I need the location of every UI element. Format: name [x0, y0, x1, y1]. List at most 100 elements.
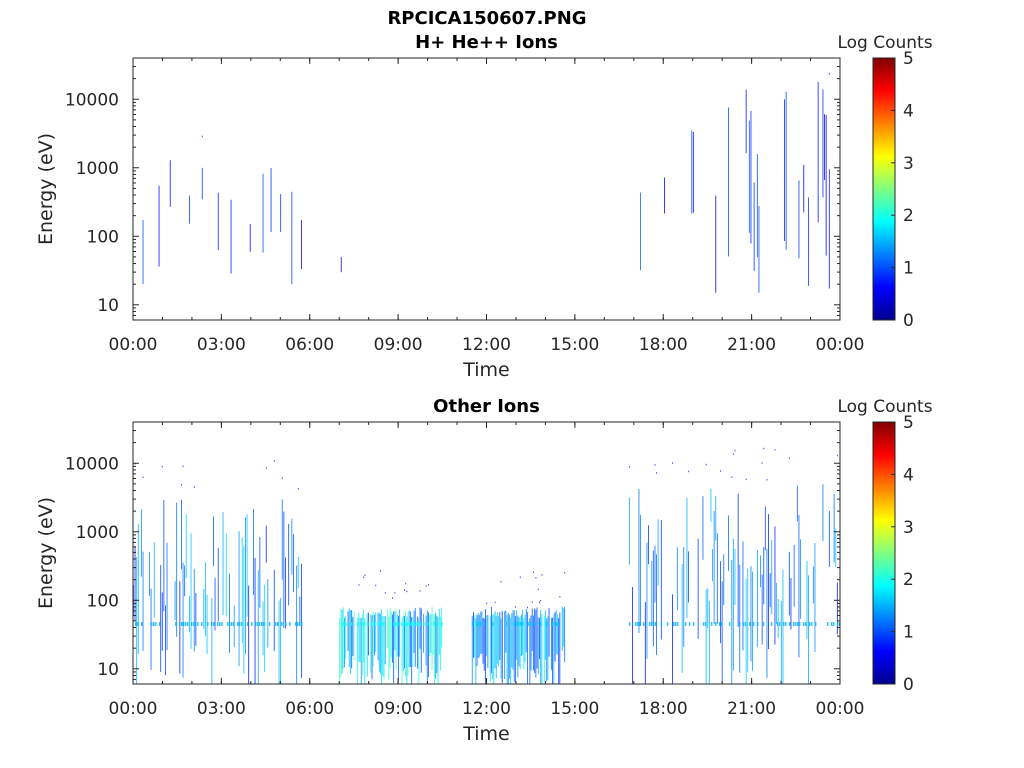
- heat-streak: [828, 169, 830, 289]
- heat-streak: [435, 612, 437, 679]
- heat-band-pixel: [676, 622, 679, 626]
- heat-streak: [497, 612, 498, 664]
- heat-streak: [181, 499, 182, 570]
- heat-band-pixel: [738, 622, 741, 626]
- heat-band-pixel: [269, 622, 271, 626]
- colorbar-tick-label: 1: [903, 623, 914, 643]
- heat-streak: [288, 523, 290, 606]
- heat-streak: [189, 195, 190, 224]
- heat-pixel: [364, 574, 366, 576]
- heat-pixel: [425, 585, 427, 587]
- heat-band-pixel: [650, 622, 653, 626]
- heat-streak: [350, 610, 351, 675]
- heat-streak: [521, 614, 522, 656]
- heat-streak: [817, 81, 819, 223]
- heat-streak: [351, 610, 353, 669]
- heat-streak: [394, 611, 396, 651]
- heat-streak: [652, 550, 654, 647]
- heat-streak: [527, 612, 528, 684]
- heat-band-pixel: [159, 622, 161, 626]
- heat-streak: [243, 546, 245, 674]
- heat-streak: [480, 611, 482, 654]
- colorbar-tick-label: 5: [903, 49, 914, 69]
- heat-streak: [493, 613, 495, 684]
- heat-band-pixel: [674, 622, 677, 626]
- heat-streak: [505, 610, 507, 653]
- heat-streak: [768, 514, 769, 649]
- heat-streak: [676, 547, 678, 611]
- heat-streak: [750, 111, 752, 244]
- heat-streak: [498, 615, 500, 666]
- heat-band-pixel: [239, 622, 241, 626]
- heat-band-pixel: [255, 622, 257, 626]
- heat-streak: [752, 571, 753, 671]
- heat-pixel: [405, 582, 407, 585]
- heat-streak: [371, 615, 373, 680]
- heat-streak: [401, 618, 403, 684]
- heat-streak: [501, 611, 503, 683]
- heat-pixel: [486, 602, 488, 604]
- heat-band-pixel: [752, 622, 755, 626]
- heat-pixel: [828, 73, 830, 75]
- heat-band-pixel: [395, 622, 397, 626]
- heat-band-pixel: [776, 622, 779, 626]
- heat-band-pixel: [692, 622, 695, 626]
- colorbar-label: Log Counts: [837, 397, 932, 417]
- heat-pixel: [392, 597, 393, 599]
- x-tick-label: 09:00: [374, 335, 423, 355]
- heat-band-pixel: [259, 622, 261, 626]
- heat-streak: [378, 613, 380, 672]
- heat-streak: [513, 610, 515, 683]
- heat-band-pixel: [672, 622, 675, 626]
- heat-streak: [441, 607, 443, 648]
- heat-streak: [359, 617, 361, 662]
- colorbar-tick-label: 4: [903, 101, 914, 121]
- heat-band-pixel: [289, 622, 291, 626]
- heat-band-pixel: [551, 622, 554, 626]
- heat-streak: [515, 616, 516, 683]
- heat-pixel: [564, 572, 566, 574]
- y-tick-label: 10: [97, 660, 119, 680]
- heat-band-pixel: [277, 622, 279, 626]
- heat-streak: [211, 597, 213, 684]
- heat-streak: [214, 577, 216, 631]
- heat-streak: [363, 609, 365, 663]
- heat-band-pixel: [539, 622, 542, 626]
- heat-streak: [203, 589, 205, 629]
- heat-band-pixel: [137, 622, 139, 626]
- heat-band-pixel: [241, 622, 243, 626]
- heat-band-pixel: [383, 622, 385, 626]
- heat-streak: [291, 191, 293, 285]
- heat-streak: [512, 610, 514, 670]
- heat-pixel: [731, 476, 733, 478]
- heatmap-data: [133, 447, 841, 684]
- heat-streak: [808, 575, 809, 684]
- heat-band-pixel: [227, 622, 229, 626]
- heat-streak: [798, 514, 800, 658]
- heat-band-pixel: [628, 622, 631, 626]
- heat-streak: [383, 616, 385, 679]
- heat-pixel: [404, 589, 405, 591]
- heat-band-pixel: [441, 622, 443, 626]
- heat-streak: [412, 617, 414, 668]
- heat-streak: [486, 615, 488, 657]
- heat-streak: [713, 511, 715, 625]
- heat-streak: [358, 612, 360, 662]
- heat-band-pixel: [407, 622, 409, 626]
- colorbar-tick-label: 2: [903, 206, 914, 226]
- x-tick-label: 12:00: [462, 699, 511, 719]
- heat-pixel: [531, 601, 533, 603]
- spectrogram-panel: Other Ions 00:00 03:00 06:00 09:00 12:00 15:00…: [35, 396, 933, 745]
- heat-band-pixel: [261, 622, 263, 626]
- heat-band-pixel: [515, 622, 518, 626]
- heat-streak: [494, 611, 496, 669]
- heat-band-pixel: [175, 622, 177, 626]
- heat-band-pixel: [297, 622, 299, 626]
- heat-band-pixel: [187, 622, 189, 626]
- heat-streak: [280, 597, 282, 684]
- heat-pixel: [688, 470, 690, 473]
- heat-streak: [141, 509, 142, 577]
- heat-pixel: [201, 135, 203, 138]
- heat-band-pixel: [802, 622, 805, 626]
- heat-streak: [169, 160, 171, 207]
